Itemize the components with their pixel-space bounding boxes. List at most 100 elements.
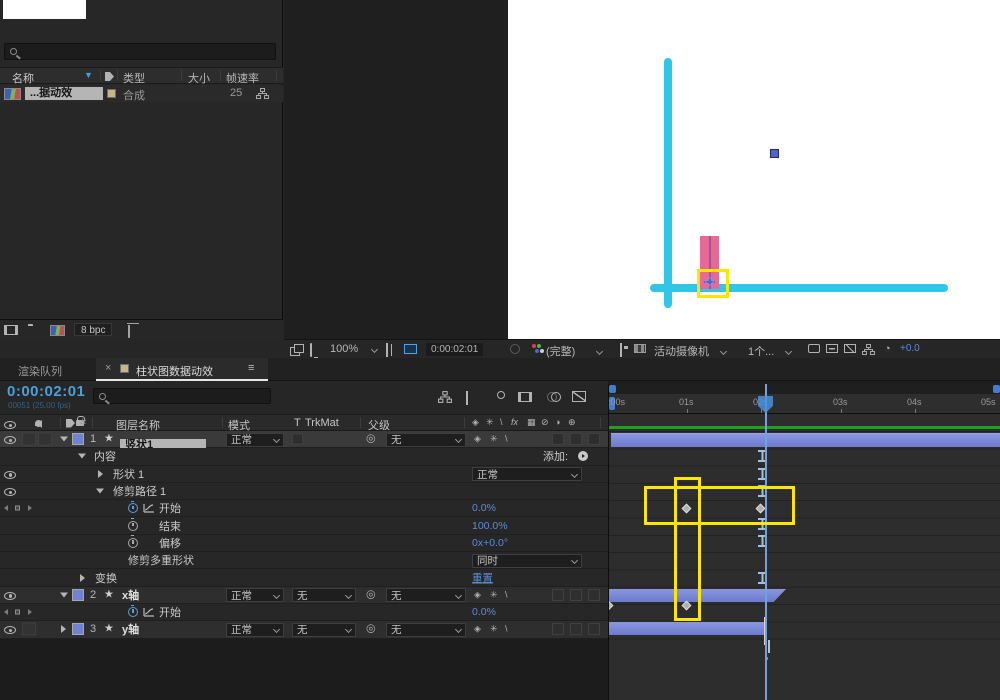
- property-value[interactable]: 0x+0.0°: [472, 536, 509, 549]
- start-property-row[interactable]: 开始 0.0%: [0, 500, 608, 518]
- trim-multiple-shapes-row[interactable]: 修剪多重形状 同时: [0, 552, 608, 570]
- property-value[interactable]: 0.0%: [472, 606, 496, 619]
- target-region-icon[interactable]: [620, 343, 622, 357]
- timeline-navigator[interactable]: [609, 384, 1000, 394]
- graph-toggle-icon[interactable]: [143, 503, 155, 513]
- expander-icon[interactable]: [60, 436, 68, 442]
- mini-flowchart-icon[interactable]: [862, 344, 875, 355]
- region-of-interest-icon[interactable]: [404, 344, 417, 354]
- switch-box[interactable]: [552, 433, 564, 446]
- mode-column[interactable]: 模式: [228, 420, 250, 432]
- view-layout-select[interactable]: 1个...: [748, 343, 793, 359]
- add-label[interactable]: 添加:: [543, 451, 569, 464]
- column-type[interactable]: 类型: [123, 73, 145, 85]
- add-menu-icon[interactable]: [578, 451, 588, 462]
- navigator-start-handle[interactable]: [609, 385, 616, 393]
- property-label[interactable]: 开始: [159, 607, 181, 620]
- timeline-search[interactable]: [93, 388, 271, 404]
- quality-switch-icon[interactable]: \: [505, 433, 508, 444]
- bit-depth-button[interactable]: 8 bpc: [74, 323, 113, 336]
- monitor-icon[interactable]: [310, 343, 312, 357]
- lock-toggle[interactable]: [38, 432, 52, 446]
- property-value[interactable]: 0.0%: [472, 502, 496, 515]
- eye-icon[interactable]: [4, 591, 16, 600]
- toggle-mask-icon[interactable]: [808, 344, 820, 353]
- x-axis-shape[interactable]: [650, 284, 948, 292]
- label-color-swatch[interactable]: [72, 623, 84, 636]
- time-ruler[interactable]: 0:00s 01s 02s 03s 04s 05s: [609, 394, 1000, 414]
- prev-keyframe-icon[interactable]: [4, 505, 8, 512]
- trash-icon[interactable]: [128, 325, 130, 338]
- reset-link[interactable]: 重置: [472, 572, 493, 585]
- collapse-switch-icon[interactable]: ✳: [490, 623, 498, 634]
- switch-box[interactable]: [552, 623, 564, 636]
- audio-toggle[interactable]: [22, 432, 36, 446]
- shy-switch-icon[interactable]: ◈: [474, 623, 481, 634]
- tab-composition[interactable]: × 柱状图数据动效 ≡: [96, 358, 268, 381]
- layer-name-column[interactable]: 图层名称: [116, 420, 160, 432]
- trkmat-select[interactable]: 无: [292, 622, 356, 637]
- expander-icon[interactable]: [61, 625, 66, 634]
- blend-mode-select[interactable]: 正常: [226, 588, 284, 603]
- layer-bar-yaxis[interactable]: [609, 622, 767, 635]
- eye-icon[interactable]: [4, 626, 16, 635]
- parent-column[interactable]: 父级: [368, 420, 390, 432]
- quality-switch-icon[interactable]: \: [505, 623, 508, 634]
- switch-box[interactable]: [588, 588, 600, 601]
- comp-mini-flowchart-icon[interactable]: [438, 391, 452, 403]
- project-item-name[interactable]: ...据动效: [25, 87, 103, 100]
- eye-icon[interactable]: [4, 488, 16, 497]
- composition-viewport[interactable]: [508, 0, 1000, 339]
- property-label[interactable]: 开始: [159, 503, 181, 516]
- set-keyframe-icon[interactable]: [15, 505, 20, 511]
- timeline-track-area[interactable]: 0:00s 01s 02s 03s 04s 05s: [608, 384, 1000, 700]
- panel-menu-icon[interactable]: ≡: [248, 362, 255, 374]
- y-axis-shape[interactable]: [664, 58, 672, 308]
- expander-icon[interactable]: [80, 573, 85, 582]
- pickwhip-icon[interactable]: ◎: [366, 622, 376, 635]
- offset-property-row[interactable]: 偏移 0x+0.0°: [0, 534, 608, 553]
- start-property-row[interactable]: 开始 0.0%: [0, 603, 608, 622]
- pickwhip-icon[interactable]: ◎: [366, 588, 376, 601]
- playhead-handle[interactable]: [758, 396, 773, 413]
- interpret-footage-icon[interactable]: [4, 325, 18, 335]
- stopwatch-icon[interactable]: [128, 518, 138, 531]
- timeline-search-input[interactable]: [109, 390, 265, 402]
- label-color-swatch[interactable]: [72, 433, 84, 446]
- label-color-swatch[interactable]: [72, 588, 84, 601]
- pixel-aspect-icon[interactable]: [826, 344, 838, 353]
- end-property-row[interactable]: 结束 100.0%: [0, 517, 608, 535]
- trkmat-column[interactable]: TrkMat: [305, 417, 339, 429]
- parent-select[interactable]: 无: [386, 588, 466, 603]
- column-size[interactable]: 大小: [188, 73, 210, 85]
- graph-toggle-icon[interactable]: [143, 607, 155, 617]
- contents-group-row[interactable]: 内容 添加:: [0, 448, 608, 466]
- switch-box[interactable]: [570, 623, 582, 636]
- new-composition-icon[interactable]: [50, 324, 65, 336]
- shy-switch-icon[interactable]: ◈: [474, 589, 481, 600]
- t-column[interactable]: T: [294, 417, 301, 429]
- draft-3d-icon[interactable]: [466, 391, 468, 405]
- layer-bar-xaxis[interactable]: [609, 589, 786, 602]
- comp-start-bracket[interactable]: [609, 397, 615, 410]
- trkmat-toggle[interactable]: [292, 433, 303, 445]
- viewer-timecode[interactable]: 0:00:02:01: [426, 343, 484, 356]
- exposure-value[interactable]: +0.0: [900, 343, 920, 354]
- switch-box[interactable]: [588, 433, 600, 446]
- next-keyframe-icon[interactable]: [28, 505, 32, 512]
- eye-icon[interactable]: [4, 436, 16, 445]
- prev-keyframe-icon[interactable]: [4, 609, 8, 616]
- tab-render-queue[interactable]: 渲染队列: [18, 366, 62, 378]
- transform-group-row[interactable]: 变换 重置: [0, 569, 608, 587]
- next-keyframe-icon[interactable]: [28, 609, 32, 616]
- fast-previews-icon[interactable]: [844, 344, 856, 353]
- close-tab-icon[interactable]: ×: [105, 362, 112, 374]
- collapse-switch-icon[interactable]: ✳: [490, 589, 498, 600]
- property-label[interactable]: 偏移: [159, 537, 181, 550]
- parent-select[interactable]: 无: [386, 432, 466, 447]
- layer-bar-shuzhuang[interactable]: [611, 433, 1000, 447]
- blend-mode-select[interactable]: 正常: [226, 432, 284, 447]
- property-value[interactable]: 100.0%: [472, 519, 508, 532]
- stopwatch-icon[interactable]: [128, 604, 138, 618]
- graph-editor-icon[interactable]: [572, 391, 586, 402]
